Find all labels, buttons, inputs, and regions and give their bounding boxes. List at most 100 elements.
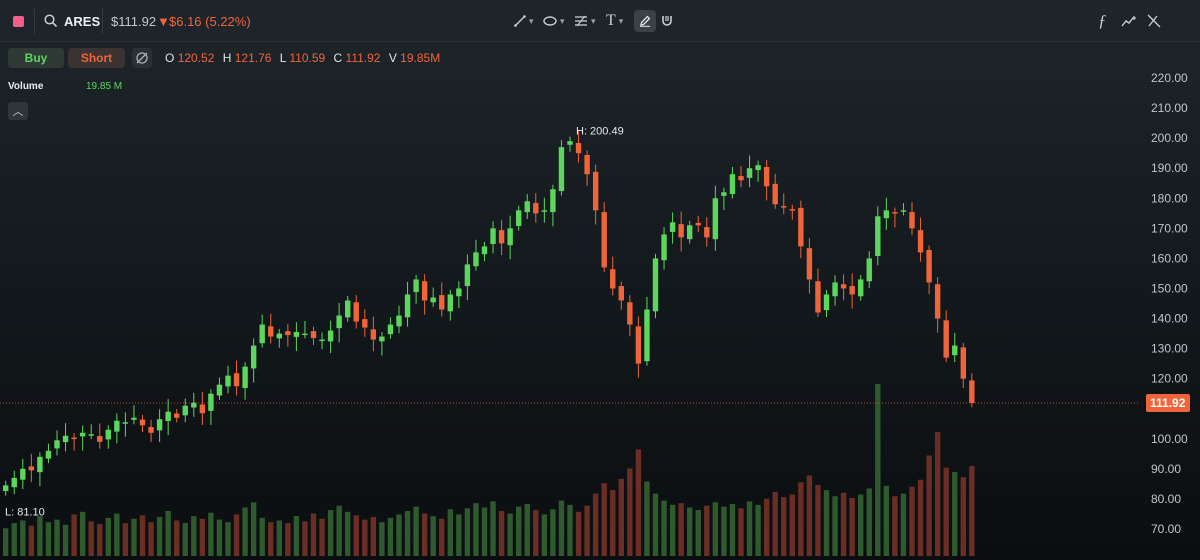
low-marker: L: 81.10 <box>5 507 45 519</box>
chevron-down-icon: ▾ <box>591 15 596 26</box>
volume-bar <box>439 518 445 556</box>
watchlist-color-icon[interactable] <box>13 0 24 42</box>
volume-bar <box>755 504 761 556</box>
volume-bar <box>191 516 197 556</box>
candle-body <box>473 252 479 267</box>
candle-body <box>336 315 342 329</box>
symbol-label[interactable]: ARES <box>64 13 101 29</box>
candle-body <box>669 222 676 232</box>
brush-tool[interactable] <box>634 10 656 32</box>
candle-body <box>943 320 949 358</box>
pencil-icon <box>640 15 651 27</box>
volume-bar <box>182 523 188 556</box>
volume-bar <box>524 504 530 556</box>
volume-bar <box>610 490 616 556</box>
candle-body <box>635 326 642 364</box>
compare-button[interactable] <box>1121 0 1137 42</box>
diagonal-line-icon <box>514 15 526 27</box>
hide-drawings-button[interactable] <box>1147 0 1161 42</box>
volume-bar <box>199 518 206 556</box>
volume-bar <box>208 512 214 556</box>
volume-bar <box>687 507 693 556</box>
y-tick-label: 160.00 <box>1151 251 1188 265</box>
volume-bar <box>45 522 52 556</box>
volume-bar <box>729 504 736 556</box>
volume-bar <box>456 514 462 556</box>
volume-bar <box>148 522 154 556</box>
volume-bar <box>276 520 282 556</box>
candle-body <box>584 154 590 175</box>
candle-body <box>926 249 932 283</box>
ohlc-readout: O 120.52 H 121.76 L 110.59 C 111.92 V 19… <box>165 51 445 65</box>
candle-body <box>11 477 17 488</box>
volume-bar <box>832 496 838 556</box>
divider <box>34 8 35 34</box>
volume-bar <box>71 514 77 556</box>
candle-body <box>661 234 667 261</box>
candle-body <box>20 468 26 480</box>
candle-body <box>755 165 761 171</box>
search-icon[interactable] <box>44 0 58 42</box>
shape-tool[interactable]: ▾ <box>543 0 565 42</box>
candle-body <box>687 225 693 240</box>
candle-body <box>892 212 898 214</box>
collapse-button[interactable]: ︿ <box>8 102 28 120</box>
volume-bar <box>174 520 180 556</box>
volume-bar <box>567 504 573 556</box>
candle-body <box>225 375 231 387</box>
volume-bar <box>293 516 300 556</box>
candle-body <box>285 331 291 336</box>
y-tick-label: 140.00 <box>1151 312 1188 326</box>
volume-bar <box>319 518 325 556</box>
candle-body <box>960 347 966 379</box>
trend-line-tool[interactable]: ▾ <box>514 0 534 42</box>
candle-body <box>533 203 539 214</box>
candle-body <box>541 210 548 212</box>
indicators-button[interactable]: ƒ <box>1098 0 1107 42</box>
volume-bar <box>20 520 26 556</box>
candle-body <box>746 168 753 178</box>
volume-bar <box>464 508 471 556</box>
low-value: 110.59 <box>289 51 326 65</box>
buy-button[interactable]: Buy <box>8 48 64 68</box>
volume-bar <box>772 491 778 556</box>
chevron-down-icon: ▾ <box>560 15 565 26</box>
magnet-tool[interactable] <box>661 0 673 42</box>
volume-bar <box>669 504 676 556</box>
candle-body <box>421 281 428 301</box>
volume-bar <box>584 505 590 556</box>
y-tick-label: 220.00 <box>1151 71 1188 85</box>
y-tick-label: 170.00 <box>1151 221 1188 235</box>
hide-indicators-button[interactable] <box>132 48 152 68</box>
candle-body <box>840 284 847 289</box>
volume-bar <box>635 449 642 556</box>
last-price-tag <box>1146 393 1190 412</box>
candle-body <box>396 315 402 327</box>
volume-bar <box>721 506 727 556</box>
last-price: $111.92 <box>111 13 157 29</box>
candle-body <box>729 174 736 195</box>
chevron-down-icon: ▾ <box>618 15 624 26</box>
text-icon: T <box>606 12 616 29</box>
close-value: 111.92 <box>345 51 381 65</box>
y-tick-label: 80.00 <box>1151 492 1181 506</box>
candle-body <box>798 207 804 247</box>
short-button[interactable]: Short <box>68 48 125 68</box>
volume-bar <box>900 493 907 556</box>
volume-bar <box>746 501 753 556</box>
text-tool[interactable]: T ▾ <box>606 0 623 42</box>
volume-bar <box>695 510 701 556</box>
volume-bar <box>259 517 265 556</box>
candle-body <box>789 209 795 211</box>
candle-body <box>327 330 334 342</box>
candle-body <box>276 333 282 339</box>
fib-tool[interactable]: ▾ <box>574 0 596 42</box>
y-tick-label: 180.00 <box>1151 191 1188 205</box>
trend-plus-icon <box>1121 16 1136 27</box>
y-tick-label: 200.00 <box>1151 131 1188 145</box>
candle-body <box>490 228 496 244</box>
volume-bar <box>105 517 111 556</box>
candle-body <box>498 230 505 244</box>
candle-body <box>182 405 188 416</box>
